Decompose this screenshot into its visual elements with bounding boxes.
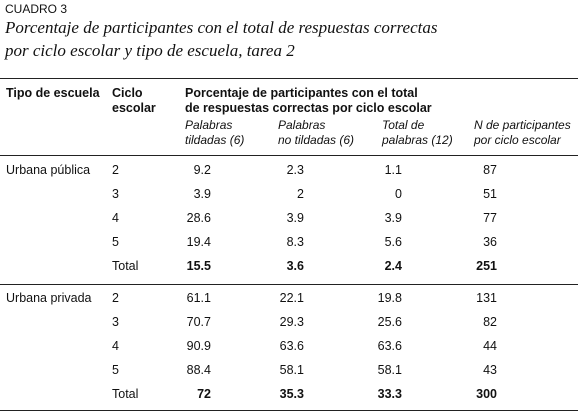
rule	[0, 410, 578, 411]
cell: 77	[483, 211, 497, 225]
cell: 5.6	[384, 235, 402, 249]
total-label: Total	[112, 387, 139, 401]
cell: 2	[112, 291, 119, 305]
cell: 131	[476, 291, 497, 305]
column-header: tildadas (6)	[185, 133, 245, 147]
cell: 82	[483, 315, 497, 329]
cell: 25.6	[377, 315, 402, 329]
cell: 2.3	[286, 163, 304, 177]
cell: 3	[112, 315, 119, 329]
cell: 8.3	[286, 235, 304, 249]
column-header: Total de	[382, 118, 425, 132]
rule	[0, 155, 578, 156]
cell: 90.9	[186, 339, 211, 353]
cell: 4	[112, 211, 119, 225]
cell: 4	[112, 339, 119, 353]
column-header: Palabras	[185, 118, 233, 132]
cell: 19.8	[377, 291, 402, 305]
column-header: por ciclo escolar	[474, 133, 561, 147]
caption: CUADRO 3	[5, 2, 68, 16]
cell: 61.1	[186, 291, 211, 305]
total-label: Total	[112, 259, 139, 273]
cell: 58.1	[279, 363, 304, 377]
column-header: Palabras	[278, 118, 326, 132]
total-cell: 251	[476, 259, 497, 273]
cell: 5	[112, 235, 119, 249]
cell: 70.7	[186, 315, 211, 329]
cell: 63.6	[279, 339, 304, 353]
cell: 9.2	[193, 163, 211, 177]
cell: 88.4	[186, 363, 211, 377]
cell: 0	[395, 187, 402, 201]
total-cell: 35.3	[279, 387, 304, 401]
row-label: Urbana pública	[6, 163, 91, 177]
cell: 43	[483, 363, 497, 377]
column-header: N de participantes	[474, 118, 571, 132]
cell: 2	[112, 163, 119, 177]
cell: 5	[112, 363, 119, 377]
cell: 51	[483, 187, 497, 201]
column-header: palabras (12)	[382, 133, 453, 147]
header: Tipo de escuela	[6, 86, 100, 100]
cell: 28.6	[186, 211, 211, 225]
cell: 22.1	[279, 291, 304, 305]
cell: 1.1	[384, 163, 402, 177]
rule	[0, 78, 578, 79]
cell: 63.6	[377, 339, 402, 353]
cell: 3.9	[286, 211, 304, 225]
cell: 3.9	[384, 211, 402, 225]
total-cell: 3.6	[286, 259, 304, 273]
column-header: no tildadas (6)	[278, 133, 355, 147]
total-cell: 15.5	[186, 259, 211, 273]
cell: 36	[483, 235, 497, 249]
total-cell: 300	[476, 387, 497, 401]
total-cell: 72	[197, 387, 211, 401]
cell: 3.9	[193, 187, 211, 201]
rule	[0, 284, 578, 285]
total-cell: 33.3	[377, 387, 402, 401]
header: de respuestas correctas por ciclo escola…	[185, 101, 432, 115]
cell: 29.3	[279, 315, 304, 329]
title: Porcentaje de participantes con el total…	[5, 18, 438, 37]
total-cell: 2.4	[384, 259, 402, 273]
cell: 87	[483, 163, 497, 177]
cell: 19.4	[186, 235, 211, 249]
title: por ciclo escolar y tipo de escuela, tar…	[5, 41, 295, 60]
cell: 58.1	[377, 363, 402, 377]
cell: 44	[483, 339, 497, 353]
cell: 2	[297, 187, 304, 201]
row-label: Urbana privada	[6, 291, 92, 305]
header: Porcentaje de participantes con el total	[185, 86, 418, 100]
cell: 3	[112, 187, 119, 201]
header: escolar	[112, 101, 156, 115]
header: Ciclo	[112, 86, 143, 100]
